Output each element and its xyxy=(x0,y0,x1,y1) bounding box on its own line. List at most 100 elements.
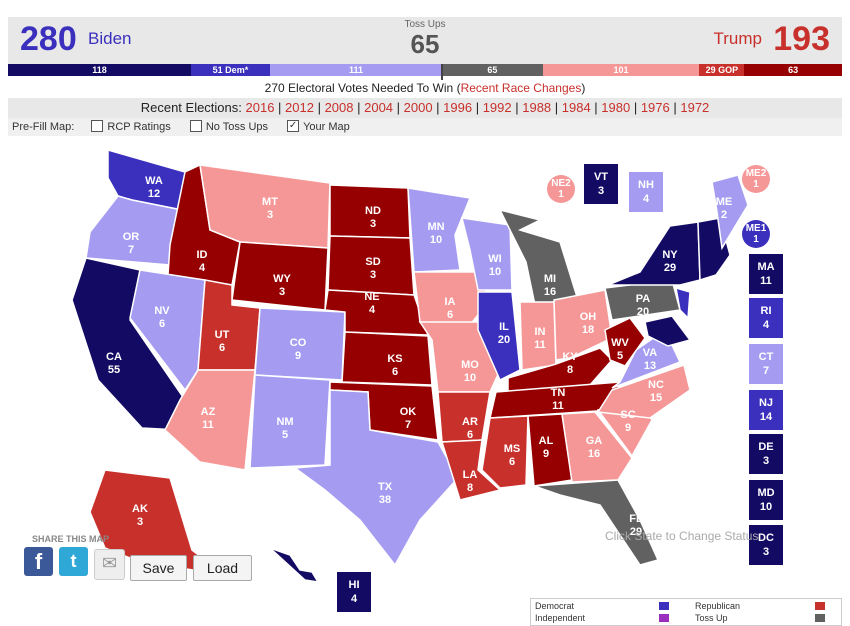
state-IL[interactable] xyxy=(477,291,521,382)
year-link-1972[interactable]: 1972 xyxy=(680,100,710,115)
state-ME[interactable] xyxy=(711,174,749,251)
year-link-2016[interactable]: 2016 xyxy=(245,100,275,115)
rcp-checkbox[interactable] xyxy=(91,120,104,133)
state-label-NM: NM xyxy=(276,416,293,428)
state-ev-UT: 6 xyxy=(219,342,225,354)
your-map-option[interactable]: ✓ Your Map xyxy=(287,120,350,133)
state-ev-NV: 6 xyxy=(159,318,165,330)
state-HI[interactable] xyxy=(269,547,320,583)
bar-segment-tossup: 65 xyxy=(442,64,543,76)
box-MD[interactable]: MD 10 xyxy=(749,480,783,520)
state-ev-WV: 5 xyxy=(617,350,623,362)
state-ev-ID: 4 xyxy=(199,262,206,274)
year-link-2008[interactable]: 2008 xyxy=(324,100,354,115)
facebook-icon[interactable]: f xyxy=(24,547,53,576)
circle-ME2[interactable]: ME2 1 xyxy=(742,165,770,193)
state-label-GA: GA xyxy=(586,435,603,447)
state-ev-IL: 20 xyxy=(498,334,510,346)
legend-dem-swatch xyxy=(659,602,669,610)
state-MS[interactable] xyxy=(481,415,529,489)
state-label-VA: VA xyxy=(643,347,658,359)
year-link-1984[interactable]: 1984 xyxy=(561,100,591,115)
state-label-CA: CA xyxy=(106,351,122,363)
state-label-MT: MT xyxy=(262,196,278,208)
your-map-checkbox[interactable]: ✓ xyxy=(287,120,300,133)
state-NY[interactable] xyxy=(607,221,701,286)
year-separator: | xyxy=(551,100,562,115)
state-ev-WA: 12 xyxy=(148,188,160,200)
legend-toss-swatch xyxy=(815,614,825,622)
recent-race-changes-link[interactable]: Recent Race Changes xyxy=(460,81,582,95)
box-CT[interactable]: CT 7 xyxy=(749,344,783,384)
rcp-label: RCP Ratings xyxy=(107,121,171,133)
email-icon[interactable]: ✉ xyxy=(94,549,125,580)
state-NJ[interactable] xyxy=(675,286,691,320)
box-DE[interactable]: DE 3 xyxy=(749,434,783,474)
us-map: WA12OR7CA55ID4NV6MT3WY3UT6AZ11CO9NM5ND3S… xyxy=(71,149,749,583)
state-label-CO: CO xyxy=(290,337,307,349)
box-DC[interactable]: DC 3 xyxy=(749,525,783,565)
load-button[interactable]: Load xyxy=(193,555,252,581)
state-ev-CO: 9 xyxy=(295,350,301,362)
state-OH[interactable] xyxy=(553,289,613,361)
year-link-2012[interactable]: 2012 xyxy=(285,100,314,115)
bar-segment-lean-rep: 101 xyxy=(542,64,700,76)
box-VT[interactable]: VT 3 xyxy=(584,164,618,204)
state-label-SC: SC xyxy=(620,409,635,421)
year-separator: | xyxy=(511,100,523,115)
bar-segment-likely-rep: 29 GOP xyxy=(699,64,745,76)
twitter-icon[interactable]: t xyxy=(59,547,88,576)
state-FL[interactable] xyxy=(533,479,660,566)
bar-segment-safe-rep: 63 xyxy=(744,64,842,76)
state-label-ME: ME xyxy=(716,196,733,208)
state-label-WI: WI xyxy=(488,253,501,265)
state-ev-OH: 18 xyxy=(582,324,594,336)
state-label-OK: OK xyxy=(400,406,417,418)
state-ev-KY: 8 xyxy=(567,364,573,376)
year-separator: | xyxy=(353,100,365,115)
rcp-ratings-option[interactable]: RCP Ratings xyxy=(91,120,171,133)
state-ev-MO: 10 xyxy=(464,372,476,384)
state-ev-ND: 3 xyxy=(370,218,376,230)
year-link-1992[interactable]: 1992 xyxy=(482,100,512,115)
box-NJ[interactable]: NJ 14 xyxy=(749,390,783,430)
state-MN[interactable] xyxy=(407,187,472,273)
circle-ME1[interactable]: ME1 1 xyxy=(742,220,770,248)
box-HI[interactable]: HI 4 xyxy=(337,572,371,612)
year-link-1976[interactable]: 1976 xyxy=(640,100,670,115)
state-label-UT: UT xyxy=(215,329,230,341)
state-MD[interactable] xyxy=(644,315,692,347)
state-ev-VA: 13 xyxy=(644,360,656,372)
trump-name: Trump xyxy=(713,29,763,48)
tossup-label: Toss Ups xyxy=(404,19,446,30)
bar-segment-lean-dem: 111 xyxy=(269,64,443,76)
state-WI[interactable] xyxy=(461,217,513,291)
state-LA[interactable] xyxy=(440,439,502,501)
state-KS[interactable] xyxy=(341,331,433,386)
state-NC[interactable] xyxy=(596,364,691,419)
state-WV[interactable] xyxy=(604,317,646,367)
state-label-KY: KY xyxy=(562,351,578,363)
save-button[interactable]: Save xyxy=(130,555,187,581)
state-TX[interactable] xyxy=(292,389,459,567)
year-separator: | xyxy=(630,100,641,115)
state-MI[interactable] xyxy=(498,208,579,306)
state-label-ND: ND xyxy=(365,205,381,217)
no-toss-ups-option[interactable]: No Toss Ups xyxy=(189,120,268,133)
state-label-IN: IN xyxy=(535,326,546,338)
year-separator: | xyxy=(432,100,444,115)
box-MA[interactable]: MA 11 xyxy=(749,254,783,294)
year-link-2004[interactable]: 2004 xyxy=(364,100,394,115)
no-toss-checkbox[interactable] xyxy=(189,120,202,133)
state-ev-MN: 10 xyxy=(430,234,442,246)
year-link-1996[interactable]: 1996 xyxy=(443,100,473,115)
year-link-1980[interactable]: 1980 xyxy=(601,100,631,115)
year-link-1988[interactable]: 1988 xyxy=(522,100,552,115)
state-GA[interactable] xyxy=(561,411,633,483)
circle-NE2[interactable]: NE2 1 xyxy=(547,175,575,203)
box-RI[interactable]: RI 4 xyxy=(749,298,783,338)
box-NH[interactable]: NH 4 xyxy=(629,172,663,212)
state-ev-MI: 16 xyxy=(544,286,556,298)
year-link-2000[interactable]: 2000 xyxy=(403,100,433,115)
state-ev-LA: 8 xyxy=(467,482,473,494)
